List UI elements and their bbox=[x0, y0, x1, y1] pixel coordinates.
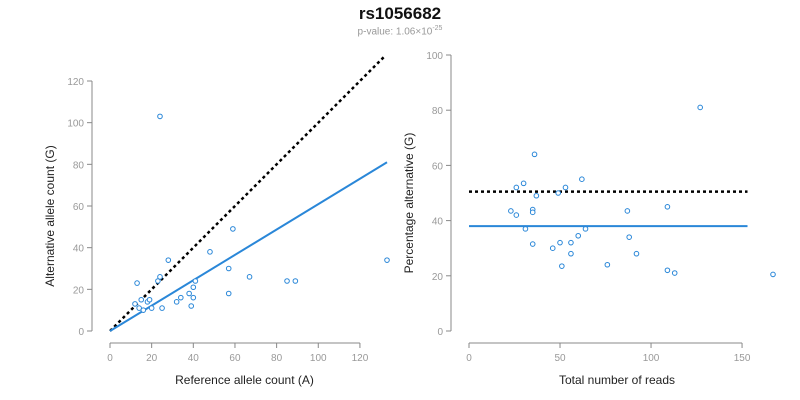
x-tick-label: 50 bbox=[554, 353, 566, 364]
data-point bbox=[148, 305, 155, 311]
data-point bbox=[159, 305, 165, 311]
expected-ratio-line bbox=[109, 55, 386, 332]
chart-title: rs1056682 bbox=[358, 4, 442, 23]
data-point bbox=[533, 192, 540, 199]
x-tick-label: 40 bbox=[188, 353, 200, 364]
x-tick-label: 100 bbox=[310, 353, 327, 364]
x-tick-label: 60 bbox=[229, 353, 241, 364]
data-point bbox=[140, 307, 147, 313]
y-tick-label: 100 bbox=[67, 119, 84, 130]
data-point bbox=[664, 267, 671, 274]
data-point bbox=[508, 208, 514, 214]
y-tick-label: 80 bbox=[432, 106, 444, 117]
x-tick-label: 0 bbox=[107, 353, 113, 364]
data-point bbox=[230, 226, 236, 232]
pvalue-text: p-value: 1.06×10 bbox=[357, 26, 433, 38]
data-point bbox=[664, 204, 671, 210]
x-axis-label: Reference allele count (A) bbox=[175, 373, 314, 387]
y-tick-label: 0 bbox=[78, 327, 84, 338]
data-point bbox=[513, 184, 520, 191]
data-point bbox=[165, 257, 172, 263]
chart-subtitle: p-value: 1.06×10-25 bbox=[0, 25, 800, 37]
data-point bbox=[604, 261, 611, 268]
data-point bbox=[134, 280, 140, 286]
pvalue-exponent: -25 bbox=[432, 25, 443, 32]
y-tick-label: 60 bbox=[73, 202, 85, 213]
data-point bbox=[188, 303, 195, 309]
data-point bbox=[173, 299, 180, 305]
y-axis-label: Percentage alternative (G) bbox=[402, 133, 416, 274]
x-axis-label: Total number of reads bbox=[559, 373, 675, 387]
data-point bbox=[157, 113, 163, 120]
data-point bbox=[190, 284, 197, 291]
data-point bbox=[697, 104, 703, 111]
x-tick-label: 20 bbox=[146, 353, 158, 364]
data-point bbox=[186, 290, 192, 297]
x-tick-label: 150 bbox=[734, 353, 751, 364]
data-point bbox=[582, 226, 589, 232]
y-tick-label: 60 bbox=[432, 161, 444, 172]
data-point bbox=[178, 294, 184, 301]
data-point bbox=[555, 190, 561, 196]
data-point bbox=[626, 234, 632, 240]
data-point bbox=[633, 250, 640, 257]
data-point bbox=[284, 278, 290, 284]
x-tick-label: 0 bbox=[466, 353, 472, 364]
x-tick-label: 80 bbox=[271, 353, 283, 364]
data-point bbox=[138, 296, 145, 303]
y-tick-label: 100 bbox=[426, 51, 443, 62]
data-point bbox=[568, 239, 574, 246]
y-axis-label: Alternative allele count (G) bbox=[43, 145, 57, 286]
data-point bbox=[562, 184, 569, 191]
data-point bbox=[671, 270, 678, 276]
data-point bbox=[624, 208, 631, 214]
x-tick-label: 120 bbox=[352, 353, 369, 364]
fitted-ratio-line bbox=[109, 161, 388, 332]
y-tick-label: 120 bbox=[67, 77, 84, 88]
data-point bbox=[225, 265, 232, 272]
data-point bbox=[225, 290, 232, 297]
data-point bbox=[207, 249, 213, 255]
y-tick-label: 40 bbox=[73, 244, 85, 255]
data-point bbox=[190, 294, 197, 301]
data-point bbox=[579, 176, 585, 182]
data-point bbox=[513, 212, 520, 218]
y-tick-label: 0 bbox=[437, 327, 443, 338]
data-point bbox=[559, 263, 565, 269]
data-point bbox=[192, 278, 199, 284]
scatter-plot-left: 0 20 40 60 80 100 120 0 20 40 60 80 100 120 Reference … bbox=[43, 55, 390, 387]
data-point bbox=[568, 250, 574, 257]
data-point bbox=[575, 232, 582, 239]
data-point bbox=[292, 278, 299, 284]
x-tick-label: 100 bbox=[643, 353, 660, 364]
data-point bbox=[529, 209, 536, 216]
y-tick-label: 80 bbox=[73, 160, 85, 171]
data-point bbox=[146, 296, 153, 303]
y-tick-label: 20 bbox=[73, 285, 85, 296]
data-point bbox=[384, 257, 390, 263]
data-point bbox=[157, 274, 163, 280]
data-point bbox=[132, 301, 138, 307]
data-point bbox=[520, 180, 527, 187]
data-point bbox=[549, 245, 556, 251]
data-point bbox=[529, 241, 536, 247]
data-point bbox=[557, 239, 563, 246]
data-point bbox=[531, 151, 538, 158]
scatter-plot-right: 0 20 40 60 80 100 0 50 100 150 Total number of rea… bbox=[402, 51, 776, 387]
data-point bbox=[522, 226, 529, 232]
data-point bbox=[770, 271, 776, 278]
data-point bbox=[246, 274, 253, 280]
y-tick-label: 40 bbox=[432, 217, 444, 228]
y-tick-label: 20 bbox=[432, 272, 444, 283]
